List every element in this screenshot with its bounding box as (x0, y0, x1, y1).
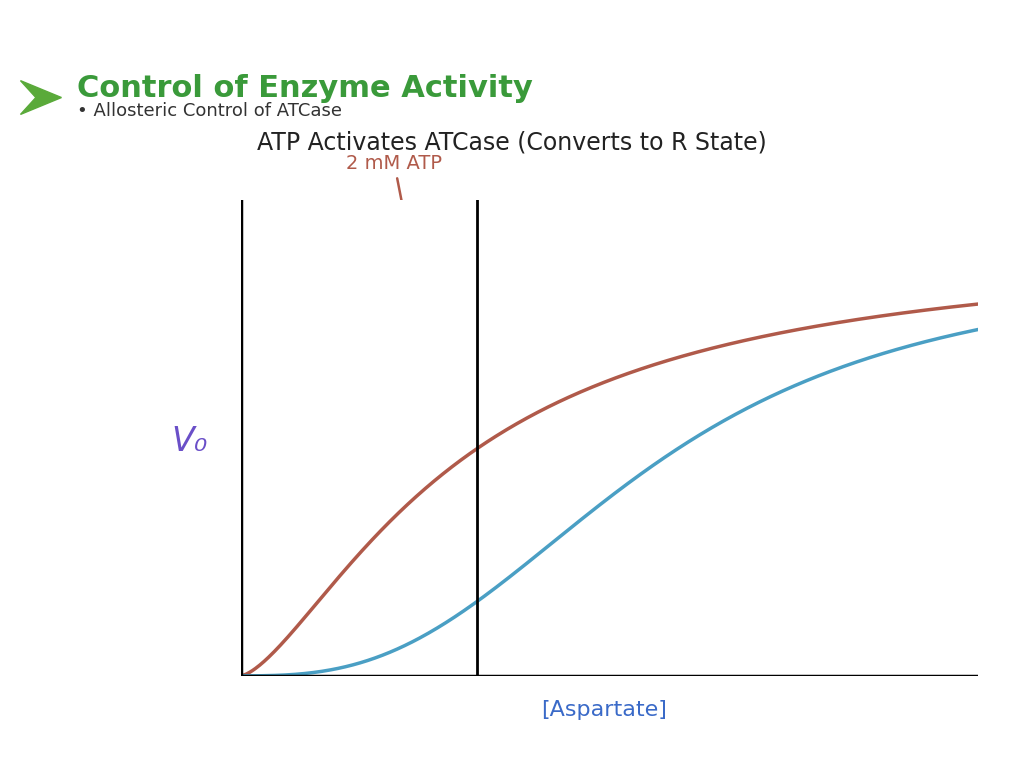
Text: [Aspartate]: [Aspartate] (542, 700, 667, 720)
Text: No ATP: No ATP (650, 263, 719, 282)
Text: V₀: V₀ (171, 425, 208, 458)
Text: Compared to No ATP: Compared to No ATP (620, 334, 806, 352)
Polygon shape (20, 81, 61, 114)
Text: Control of Enzyme Activity: Control of Enzyme Activity (77, 74, 532, 103)
Text: • Allosteric Control of ATCase: • Allosteric Control of ATCase (77, 102, 342, 121)
Text: ATP Activates ATCase (Converts to R State): ATP Activates ATCase (Converts to R Stat… (257, 130, 767, 154)
Text: 2 mM ATP: 2 mM ATP (346, 154, 442, 237)
Text: In the Presence of ATP, the V₀ is Increased: In the Presence of ATP, the V₀ is Increa… (579, 307, 959, 325)
